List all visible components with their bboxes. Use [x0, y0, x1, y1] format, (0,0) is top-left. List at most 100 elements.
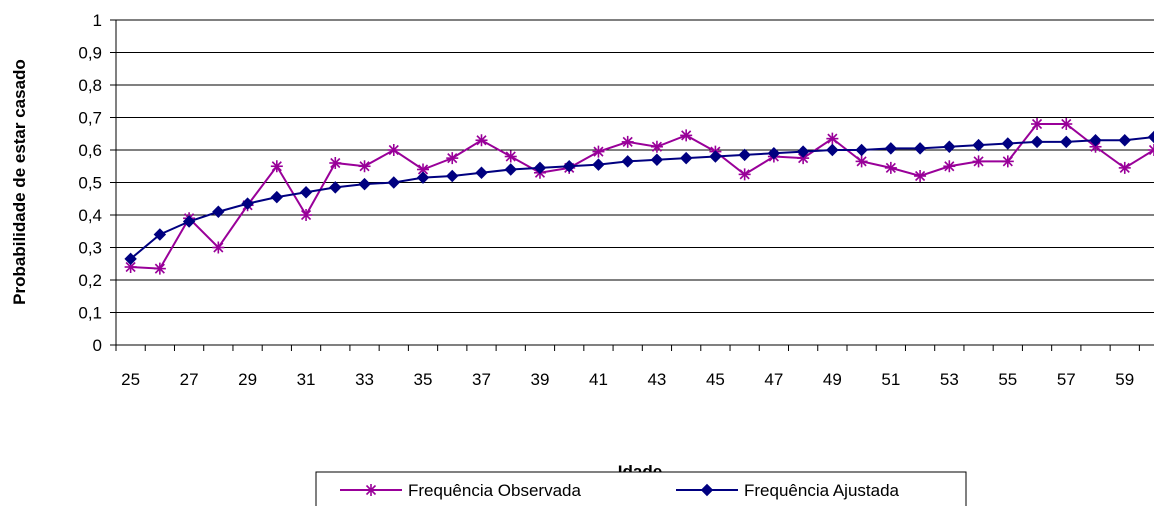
data-point [504, 163, 517, 176]
data-point [475, 134, 488, 147]
data-point [563, 160, 576, 173]
legend-label: Frequência Observada [408, 481, 581, 500]
data-point [592, 158, 605, 171]
x-tick-label: 41 [589, 370, 608, 389]
x-tick-label: 37 [472, 370, 491, 389]
data-point [679, 151, 693, 165]
data-point [592, 145, 605, 158]
data-point [387, 144, 400, 156]
data-point [1147, 130, 1154, 144]
x-tick-label: 53 [940, 370, 959, 389]
x-tick-labels: 25 27 29 31 33 35 37 39 41 43 45 47 49 51 53 55 57 59 [121, 370, 1134, 389]
data-point [533, 161, 547, 175]
x-tick-label: 35 [414, 370, 433, 389]
data-point [387, 176, 400, 189]
x-tick-label: 29 [238, 370, 257, 389]
data-point [358, 177, 371, 191]
data-point [212, 205, 225, 218]
data-point [650, 140, 663, 153]
x-tick-label: 49 [823, 370, 842, 389]
data-point [972, 138, 985, 152]
legend-label: Frequência Ajustada [744, 481, 900, 500]
data-point [446, 152, 459, 165]
x-tick-label: 33 [355, 370, 374, 389]
data-point [913, 142, 927, 155]
y-tick-label: 0,4 [78, 206, 102, 225]
data-point [446, 169, 459, 183]
data-point [1060, 135, 1073, 149]
data-point [416, 171, 430, 184]
data-point [650, 153, 664, 166]
y-tick-label: 0,7 [78, 109, 102, 128]
data-point [1089, 140, 1102, 153]
x-tick-label: 47 [764, 370, 783, 389]
x-tick-label: 59 [1115, 370, 1134, 389]
data-point [1001, 137, 1015, 150]
x-tick-label: 43 [647, 370, 666, 389]
data-point [270, 190, 284, 204]
data-point [329, 157, 342, 169]
x-tick-label: 45 [706, 370, 725, 389]
y-tick-label: 0,2 [78, 271, 102, 290]
x-tick-label: 25 [121, 370, 140, 389]
data-point [884, 161, 897, 174]
data-point [855, 143, 868, 157]
data-point [270, 160, 283, 173]
y-tick-label: 0,6 [78, 141, 102, 160]
data-point [1001, 155, 1014, 168]
data-point [943, 140, 956, 153]
y-tick-label: 0,1 [78, 304, 102, 323]
gridlines [110, 19, 1154, 346]
y-tick-label: 0,8 [78, 76, 102, 95]
data-point [1030, 135, 1044, 149]
data-point [884, 142, 898, 155]
data-point [738, 168, 751, 181]
data-point [182, 215, 196, 228]
x-tick-label: 57 [1057, 370, 1076, 389]
x-tick-label: 51 [881, 370, 900, 389]
data-point [300, 209, 313, 221]
data-point [621, 155, 634, 168]
data-point [680, 129, 693, 142]
data-point [1118, 161, 1131, 174]
data-point [855, 155, 868, 168]
y-tick-label: 0 [93, 336, 102, 355]
data-point [826, 132, 839, 145]
axes [115, 20, 1154, 351]
data-point [826, 143, 839, 157]
data-point [1118, 134, 1131, 147]
legend-box [315, 471, 967, 506]
data-point [796, 145, 810, 158]
data-point [241, 197, 254, 210]
data-point [943, 160, 956, 173]
x-tick-label: 31 [297, 370, 316, 389]
y-tick-label: 0,5 [78, 174, 102, 193]
data-point [153, 228, 167, 241]
legend-star-icon [365, 484, 377, 496]
data-point [417, 163, 430, 176]
data-point [1089, 134, 1102, 147]
data-point [1148, 144, 1154, 156]
legend: Frequência Observada Frequência Ajustada [315, 471, 967, 506]
legend-diamond-icon [700, 483, 714, 497]
data-point [329, 181, 342, 194]
data-point [124, 252, 137, 266]
data-point [621, 135, 634, 148]
series-line [129, 136, 1154, 260]
data-point [212, 241, 225, 254]
data-point [1031, 118, 1044, 130]
x-tick-label: 39 [531, 370, 550, 389]
data-point [358, 160, 371, 173]
data-point [972, 155, 985, 168]
data-point [709, 150, 722, 163]
y-tick-label: 1 [93, 11, 102, 30]
data-point [299, 186, 313, 199]
series-2 [124, 130, 1154, 266]
y-tick-label: 0,9 [78, 44, 102, 63]
y-axis-title: Probabilidade de estar casado [10, 59, 29, 305]
data-point [767, 147, 781, 160]
series-layer [124, 118, 1154, 275]
y-tick-label: 0,3 [78, 239, 102, 258]
data-point [738, 148, 751, 162]
x-tick-label: 27 [180, 370, 199, 389]
